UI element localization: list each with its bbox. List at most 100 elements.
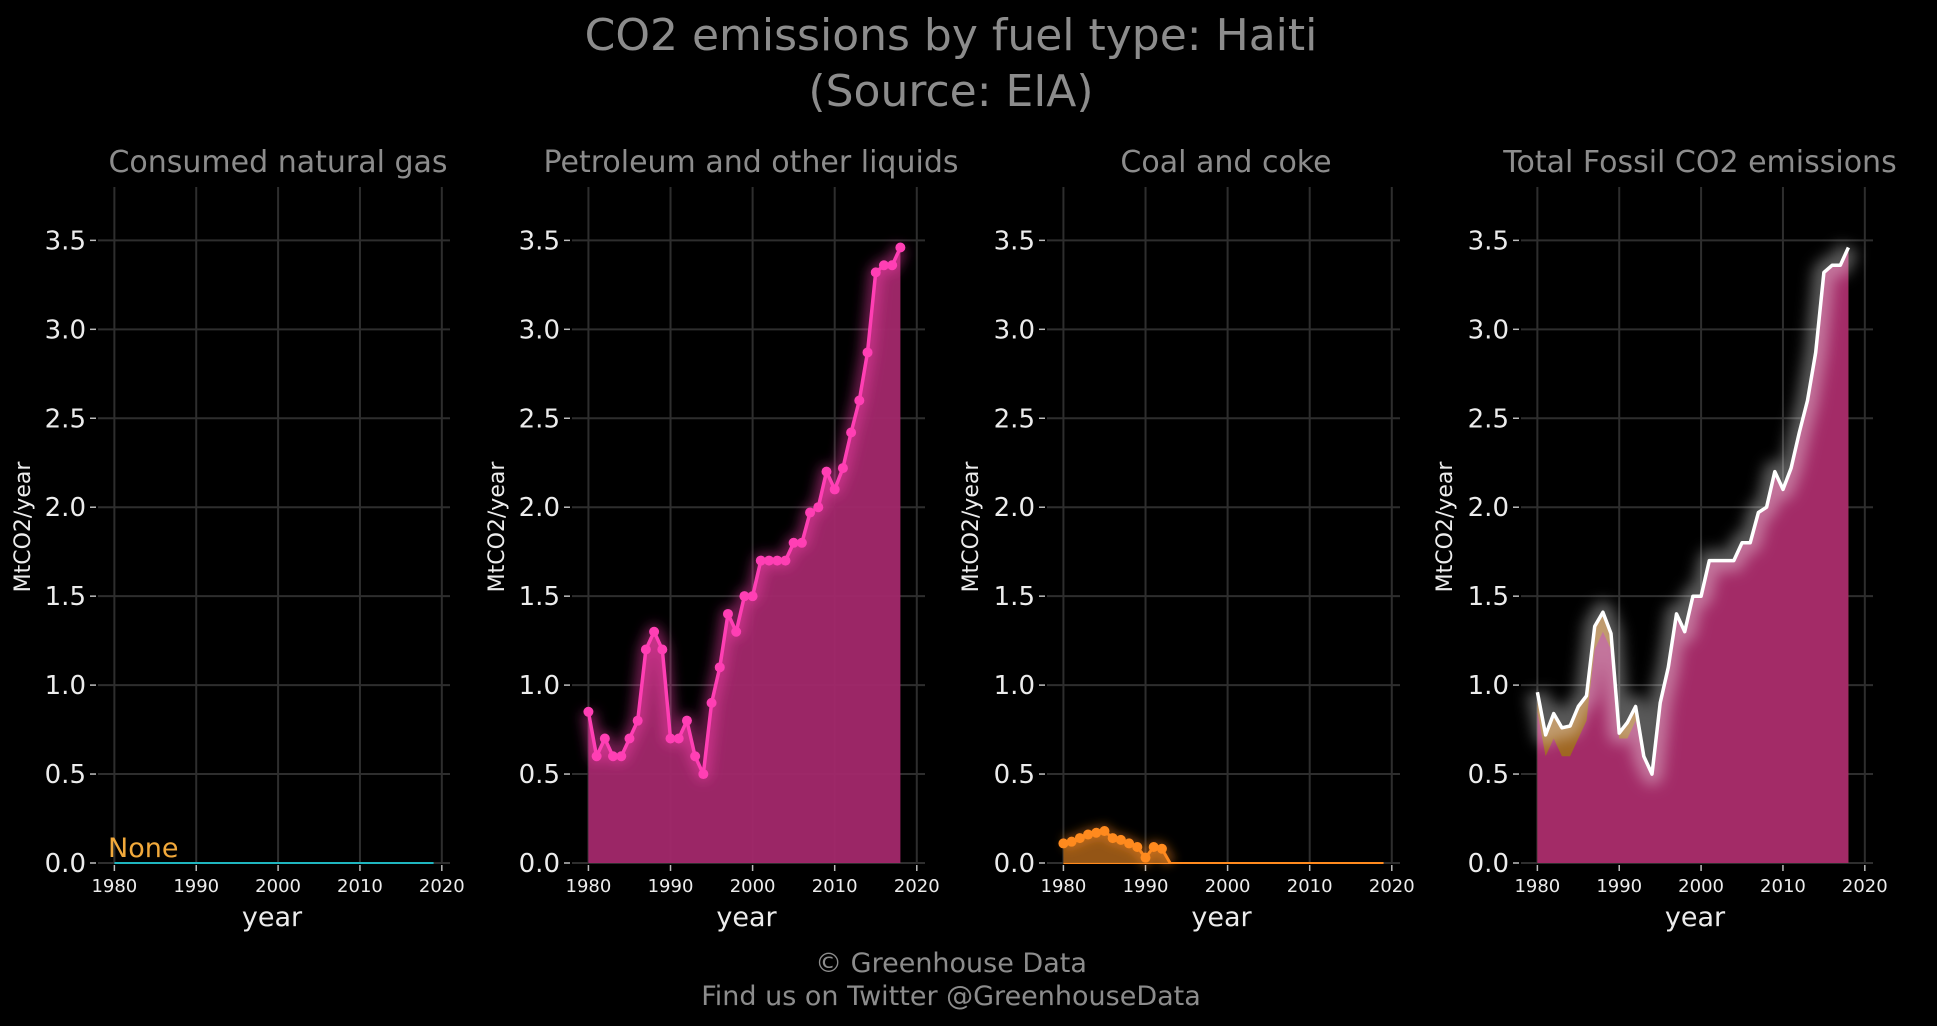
data-point — [1132, 841, 1143, 852]
data-point — [887, 260, 898, 271]
data-point — [698, 769, 709, 780]
credit-line1: © Greenhouse Data — [815, 948, 1087, 979]
y-tick-label: 2.0 — [45, 493, 86, 523]
y-tick-label: 3.5 — [994, 226, 1035, 256]
data-point — [772, 555, 783, 566]
data-point — [608, 751, 619, 762]
panel-title: Total Fossil CO2 emissions — [1502, 145, 1896, 180]
data-point — [1156, 843, 1167, 854]
data-point — [796, 537, 807, 548]
x-tick-label: 2020 — [894, 876, 940, 897]
y-tick-label: 3.5 — [519, 226, 560, 256]
data-point — [1091, 827, 1102, 838]
y-tick-label: 3.0 — [519, 315, 560, 345]
series-line-total — [1535, 246, 1850, 776]
series-area-total-petroleum — [1537, 247, 1849, 863]
x-tick-label: 2010 — [1760, 876, 1806, 897]
x-tick-label: 2000 — [1205, 876, 1251, 897]
x-tick-label: 1980 — [1041, 876, 1087, 897]
figure-title-line2: (Source: EIA) — [808, 66, 1093, 117]
data-point — [878, 260, 889, 271]
data-point — [681, 715, 692, 726]
y-tick-label: 2.5 — [994, 404, 1035, 434]
data-point — [854, 395, 865, 406]
data-point — [649, 626, 660, 637]
y-tick-label: 1.0 — [519, 671, 560, 701]
figure-title-line1: CO2 emissions by fuel type: Haiti — [585, 10, 1318, 61]
data-point — [632, 715, 643, 726]
data-point — [805, 507, 816, 518]
data-point — [1099, 825, 1110, 836]
x-tick-label: 2020 — [1842, 876, 1888, 897]
x-tick-label: 2020 — [1369, 876, 1415, 897]
data-point — [862, 347, 873, 358]
y-tick-label: 2.0 — [519, 493, 560, 523]
y-tick-label: 3.5 — [45, 226, 86, 256]
data-point — [591, 751, 602, 762]
data-point — [1107, 833, 1118, 844]
y-tick-label: 1.5 — [45, 582, 86, 612]
data-point — [1074, 833, 1085, 844]
y-tick-label: 1.0 — [45, 671, 86, 701]
y-tick-label: 0.0 — [994, 849, 1035, 879]
y-tick-label: 2.0 — [1468, 493, 1509, 523]
y-tick-label: 0.0 — [1468, 849, 1509, 879]
y-axis-label: MtCO2/year — [959, 461, 984, 593]
data-point — [837, 463, 848, 474]
panel-petroleum: 0.0 0.5 1.0 1.5 2.0 2.5 3.0 3.5 1980 1990 2000 2010… — [485, 145, 959, 933]
data-point — [788, 537, 799, 548]
credit-line2: Find us on Twitter @GreenhouseData — [701, 981, 1201, 1012]
data-point — [722, 608, 733, 619]
data-point — [1140, 852, 1151, 863]
y-tick-label: 1.5 — [519, 582, 560, 612]
x-axis-label: year — [1191, 902, 1252, 933]
data-point — [640, 644, 651, 655]
data-point — [599, 733, 610, 744]
x-tick-label: 2000 — [730, 876, 776, 897]
data-point — [1148, 841, 1159, 852]
y-axis-label: MtCO2/year — [1433, 461, 1458, 593]
x-tick-label: 1990 — [648, 876, 694, 897]
x-tick-label: 1980 — [1514, 876, 1560, 897]
y-tick-label: 0.0 — [45, 849, 86, 879]
x-tick-label: 1990 — [1123, 876, 1169, 897]
data-point — [624, 733, 635, 744]
y-tick-label: 0.5 — [519, 760, 560, 790]
panel-title: Consumed natural gas — [108, 145, 447, 180]
y-tick-label: 3.0 — [45, 315, 86, 345]
x-tick-label: 1990 — [173, 876, 219, 897]
y-tick-label: 1.0 — [994, 671, 1035, 701]
x-tick-label: 2000 — [255, 876, 301, 897]
x-axis-label: year — [1665, 902, 1726, 933]
data-point — [731, 626, 742, 637]
y-tick-label: 3.0 — [1468, 315, 1509, 345]
panel-title: Coal and coke — [1120, 145, 1331, 180]
y-tick-label: 0.5 — [994, 760, 1035, 790]
y-tick-label: 1.0 — [1468, 671, 1509, 701]
y-tick-label: 0.5 — [1468, 760, 1509, 790]
data-point — [829, 484, 840, 495]
y-tick-label: 2.5 — [45, 404, 86, 434]
data-point — [665, 733, 676, 744]
data-point — [616, 751, 627, 762]
y-tick-label: 0.0 — [519, 849, 560, 879]
data-point — [1115, 834, 1126, 845]
data-point — [1083, 829, 1094, 840]
x-tick-label: 2010 — [812, 876, 858, 897]
data-point — [870, 267, 881, 278]
chart-panels: 0.0 0.5 1.0 1.5 2.0 2.5 3.0 3.5 1980 1990 2000 2010… — [11, 145, 1897, 933]
data-point — [1058, 838, 1069, 849]
data-point — [739, 591, 750, 602]
data-point — [821, 466, 832, 477]
data-point — [747, 591, 758, 602]
data-point — [846, 427, 857, 438]
x-tick-label: 2010 — [1287, 876, 1333, 897]
y-axis-label: MtCO2/year — [485, 461, 510, 593]
y-tick-label: 2.5 — [1468, 404, 1509, 434]
data-point — [673, 733, 684, 744]
data-point — [1066, 836, 1077, 847]
series-area-petroleum — [588, 247, 901, 863]
annotation-none: None — [108, 833, 178, 864]
data-point — [764, 555, 775, 566]
